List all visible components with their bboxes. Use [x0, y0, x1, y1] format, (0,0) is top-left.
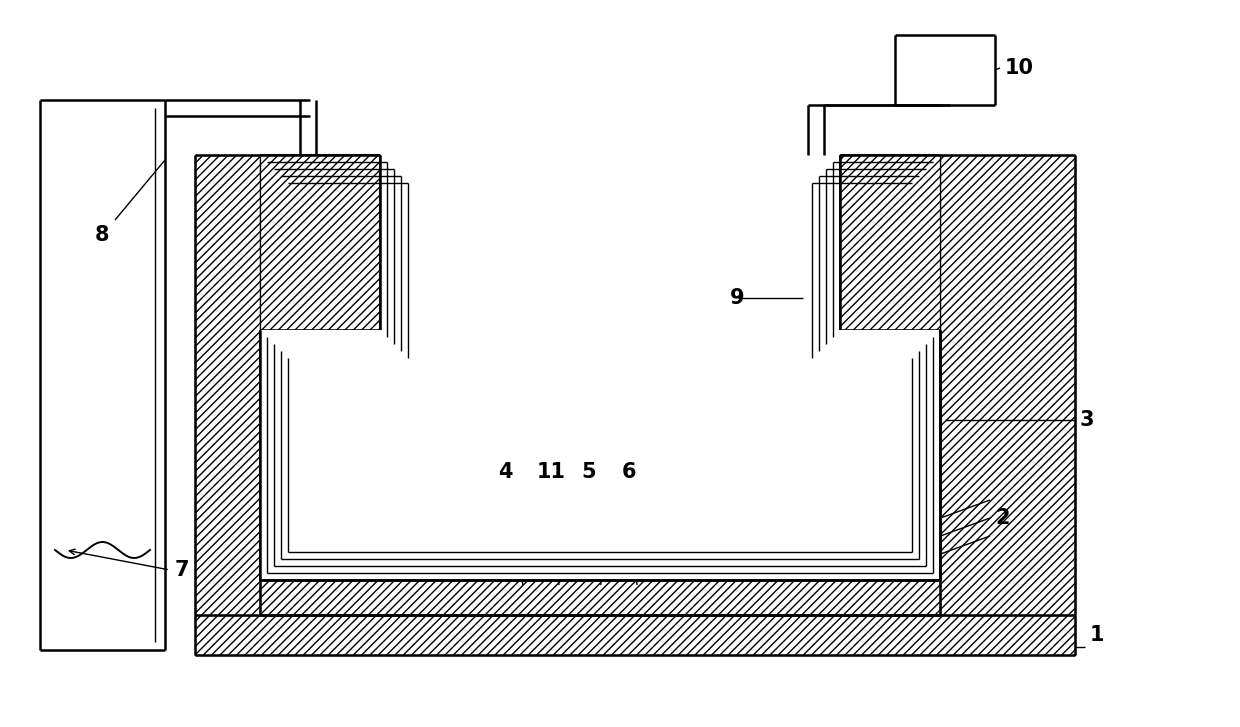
Bar: [839, 155, 940, 330]
Text: 7: 7: [175, 560, 190, 580]
Bar: [260, 155, 379, 330]
Bar: [260, 330, 940, 580]
Text: 3: 3: [1080, 410, 1095, 430]
Text: 4: 4: [498, 462, 512, 482]
Text: 1: 1: [1090, 625, 1105, 645]
Bar: [940, 155, 1075, 615]
Text: 5: 5: [582, 462, 595, 482]
Text: 9: 9: [730, 288, 745, 308]
Bar: [195, 155, 260, 615]
Text: 10: 10: [1004, 58, 1034, 78]
Text: 6: 6: [622, 462, 636, 482]
Bar: [260, 580, 940, 615]
Text: 11: 11: [537, 462, 565, 482]
Bar: [195, 615, 1075, 655]
Text: 8: 8: [95, 225, 109, 245]
Text: 2: 2: [994, 508, 1009, 528]
